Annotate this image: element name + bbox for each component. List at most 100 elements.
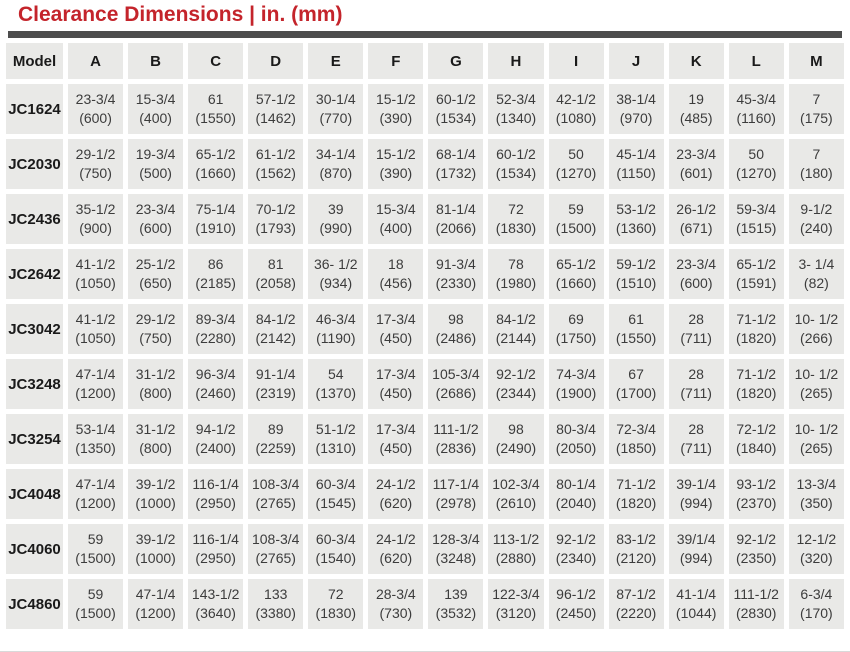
dimension-cell-jc4048-e: 60-3/4 (1545) [308,469,364,519]
mm-value: (456) [379,275,413,291]
dimension-cell-jc3254-a: 53-1/4 (1350) [68,414,124,464]
mm-value: (3248) [435,550,477,566]
inches-value: 98 [448,311,464,327]
dimension-cell-jc2642-h: 78 (1980) [488,249,544,299]
mm-value: (2765) [255,550,296,566]
dimension-cell-jc4860-a: 59 (1500) [68,579,124,629]
dimension-cell-jc2436-c: 75-1/4 (1910) [188,194,244,244]
inches-value: 28 [688,311,704,327]
dimension-cell-jc2436-e: 39 (990) [308,194,364,244]
column-header-g: G [428,43,484,79]
inches-value: 28-3/4 [375,586,416,602]
model-cell-jc3042: JC3042 [6,304,63,354]
mm-value: (1050) [75,275,116,291]
dimension-cell-jc3248-i: 74-3/4 (1900) [548,359,604,409]
dimension-cell-jc2030-b: 19-3/4 (500) [128,139,184,189]
dimension-cell-jc2642-a: 41-1/2 (1050) [68,249,124,299]
mm-value: (1200) [135,605,176,621]
mm-value: (1830) [495,220,537,236]
mm-value: (2120) [615,550,657,566]
dimension-cell-jc1624-e: 30-1/4 (770) [308,84,364,134]
inches-value: 26-1/2 [676,201,716,217]
mm-value: (2185) [195,275,236,291]
inches-value: 96-1/2 [556,586,596,602]
mm-value: (1150) [616,165,656,181]
dimension-cell-jc2030-i: 50 (1270) [548,139,604,189]
mm-value: (1534) [435,110,477,126]
dimension-cell-jc2642-l: 65-1/2 (1591) [728,249,784,299]
dimension-cell-jc3248-g: 105-3/4 (2686) [428,359,484,409]
dimension-cell-jc4048-a: 47-1/4 (1200) [68,469,124,519]
mm-value: (1700) [615,385,657,401]
mm-value: (650) [139,275,172,291]
inches-value: 41-1/4 [676,586,716,602]
inches-value: 47-1/4 [135,586,176,602]
mm-value: (1350) [75,440,116,456]
inches-value: 78 [508,256,524,272]
mm-value: (82) [803,275,829,291]
inches-value: 39-1/2 [135,531,176,547]
dimension-cell-jc4060-g: 128-3/4 (3248) [428,524,484,574]
mm-value: (750) [139,330,172,346]
inches-value: 23-3/4 [135,201,176,217]
inches-value: 54 [327,366,344,382]
mm-value: (711) [680,385,712,401]
inches-value: 116-1/4 [192,531,239,547]
mm-value: (800) [139,385,172,401]
dimension-cell-jc3254-h: 98 (2490) [488,414,544,464]
inches-value: 10- 1/2 [794,421,839,437]
dimension-cell-jc3248-k: 28 (711) [668,359,724,409]
table-row-jc1624: JC1624 23-3/4 (600) 15-3/4 (400) 61 (1550) 57-1… [6,84,844,134]
inches-value: 117-1/4 [432,476,480,492]
table-row-jc4048: JC4048 47-1/4 (1200) 39-1/2 (1000) 116-1/4 (29… [6,469,844,519]
dimension-cell-jc1624-m: 7 (175) [788,84,844,134]
mm-value: (266) [800,330,833,346]
mm-value: (1910) [195,220,236,236]
mm-value: (2610) [495,495,537,511]
mm-value: (1840) [735,440,777,456]
inches-value: 38-1/4 [616,91,656,107]
inches-value: 12-1/2 [796,531,837,547]
mm-value: (2220) [615,605,657,621]
table-row-jc4860: JC4860 59 (1500) 47-1/4 (1200) 143-1/2 (3640) 1… [6,579,844,629]
mm-value: (170) [800,605,833,621]
dimension-cell-jc3042-e: 46-3/4 (1190) [308,304,364,354]
inches-value: 81-1/4 [436,201,476,217]
mm-value: (2450) [555,605,597,621]
inches-value: 19-3/4 [135,146,176,162]
mm-value: (934) [319,275,353,291]
mm-value: (730) [379,605,413,621]
mm-value: (990) [319,220,353,236]
inches-value: 15-3/4 [135,91,176,107]
mm-value: (1820) [735,385,777,401]
inches-value: 47-1/4 [75,476,116,492]
mm-value: (2950) [195,550,236,566]
inches-value: 80-1/4 [556,476,596,492]
column-header-d: D [248,43,304,79]
dimension-cell-jc4048-g: 117-1/4 (2978) [428,469,484,519]
mm-value: (2686) [435,385,477,401]
mm-value: (2836) [435,440,477,456]
mm-value: (1000) [135,550,176,566]
mm-value: (175) [800,110,833,126]
dimension-cell-jc3248-f: 17-3/4 (450) [368,359,424,409]
table-row-jc2642: JC2642 41-1/2 (1050) 25-1/2 (650) 86 (2185) 81 (… [6,249,844,299]
mm-value: (1550) [195,110,236,126]
mm-value: (1200) [75,385,116,401]
inches-value: 59 [87,531,104,547]
column-header-model: Model [6,43,63,79]
inches-value: 83-1/2 [616,531,656,547]
inches-value: 60-1/2 [436,91,476,107]
inches-value: 46-3/4 [315,311,356,327]
mm-value: (3120) [495,605,537,621]
inches-value: 80-3/4 [556,421,596,437]
mm-value: (1310) [315,440,357,456]
inches-value: 61 [628,311,644,327]
inches-value: 72-3/4 [616,421,656,437]
inches-value: 17-3/4 [375,421,416,437]
mm-value: (1660) [195,165,236,181]
inches-value: 84-1/2 [496,311,536,327]
dimension-cell-jc2642-e: 36- 1/2 (934) [308,249,364,299]
dimension-cell-jc4048-c: 116-1/4 (2950) [188,469,244,519]
inches-value: 15-3/4 [375,201,416,217]
